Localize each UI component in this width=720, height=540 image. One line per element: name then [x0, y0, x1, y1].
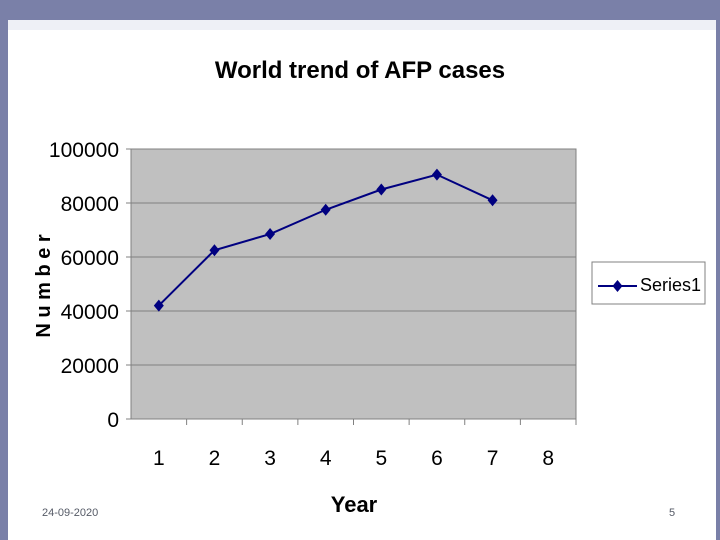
slide-frame-right: [716, 0, 720, 540]
x-tick-label: 6: [431, 447, 443, 470]
y-tick-label: 40000: [61, 301, 119, 324]
legend: Series1: [591, 261, 706, 305]
x-tick-label: 7: [487, 447, 499, 470]
y-tick-labels: 0 20000 40000 60000 80000 100000: [49, 139, 119, 432]
axes: [126, 148, 577, 425]
x-axis-label: Year: [331, 492, 378, 517]
slide-frame-top: [0, 0, 720, 20]
data-point-marker: [153, 299, 164, 312]
data-point-marker: [265, 228, 276, 241]
slide-date: 24-09-2020: [42, 507, 99, 519]
series-layer: [153, 168, 498, 312]
legend-box: [591, 261, 706, 305]
plot-area: [130, 148, 577, 420]
slide-frame-inner-band: [8, 20, 716, 30]
data-point-marker: [487, 194, 498, 207]
x-tick-label: 8: [542, 447, 554, 470]
data-point-marker: [431, 168, 442, 181]
gridlines: [131, 202, 576, 366]
y-tick-label: 80000: [61, 193, 119, 216]
slide-page-number: 5: [669, 507, 676, 519]
y-tick-label: 0: [107, 409, 119, 432]
legend-label: Series1: [640, 275, 701, 295]
data-point-marker: [209, 244, 220, 257]
x-tick-label: 5: [375, 447, 387, 470]
y-tick-label: 100000: [49, 139, 119, 162]
x-tick-label: 4: [320, 447, 332, 470]
data-point-marker: [376, 183, 387, 196]
x-tick-label: 2: [209, 447, 221, 470]
chart-title: World trend of AFP cases: [215, 57, 505, 84]
x-tick-label: 3: [264, 447, 276, 470]
x-tick-labels: 1 2 3 4 5 6 7 8: [153, 447, 554, 470]
legend-marker: [612, 280, 623, 292]
x-tick-label: 1: [153, 447, 165, 470]
slide-frame-left: [0, 0, 8, 540]
data-point-marker: [320, 203, 331, 216]
y-tick-label: 20000: [61, 355, 119, 378]
y-axis-label: N u m b e r: [33, 234, 55, 338]
y-tick-label: 60000: [61, 247, 119, 270]
